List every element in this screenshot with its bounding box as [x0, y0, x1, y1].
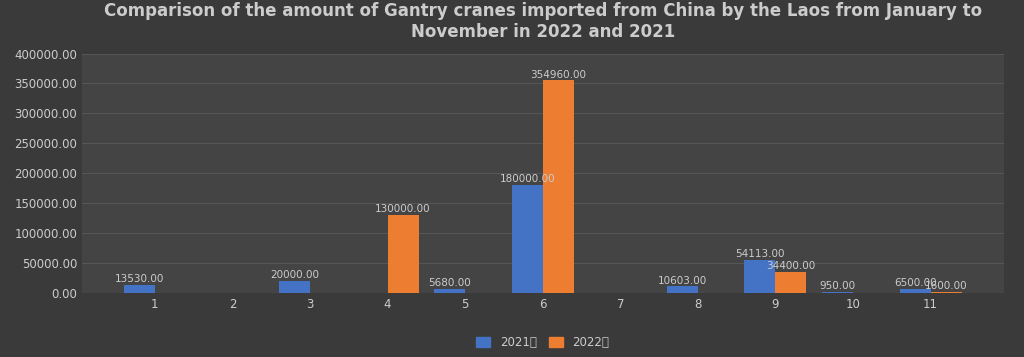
Bar: [543, 80, 573, 293]
Bar: [822, 292, 853, 293]
Bar: [124, 285, 155, 293]
Text: 1600.00: 1600.00: [925, 281, 968, 291]
Text: 6500.00: 6500.00: [894, 278, 936, 288]
Text: 5680.00: 5680.00: [428, 278, 471, 288]
Text: 950.00: 950.00: [819, 281, 856, 291]
Text: 130000.00: 130000.00: [375, 204, 431, 214]
Bar: [931, 292, 962, 293]
Text: 10603.00: 10603.00: [657, 276, 707, 286]
Legend: 2021年, 2022年: 2021年, 2022年: [472, 331, 613, 354]
Text: 34400.00: 34400.00: [766, 261, 815, 271]
Text: 180000.00: 180000.00: [500, 174, 555, 184]
Text: 13530.00: 13530.00: [115, 274, 164, 284]
Bar: [387, 215, 419, 293]
Bar: [744, 260, 775, 293]
Bar: [434, 289, 465, 293]
Bar: [667, 286, 698, 293]
Bar: [279, 281, 310, 293]
Bar: [775, 272, 807, 293]
Bar: [899, 289, 931, 293]
Text: 54113.00: 54113.00: [735, 250, 784, 260]
Bar: [512, 185, 543, 293]
Text: 354960.00: 354960.00: [530, 70, 586, 80]
Text: 20000.00: 20000.00: [270, 270, 319, 280]
Title: Comparison of the amount of Gantry cranes imported from China by the Laos from J: Comparison of the amount of Gantry crane…: [103, 2, 982, 41]
